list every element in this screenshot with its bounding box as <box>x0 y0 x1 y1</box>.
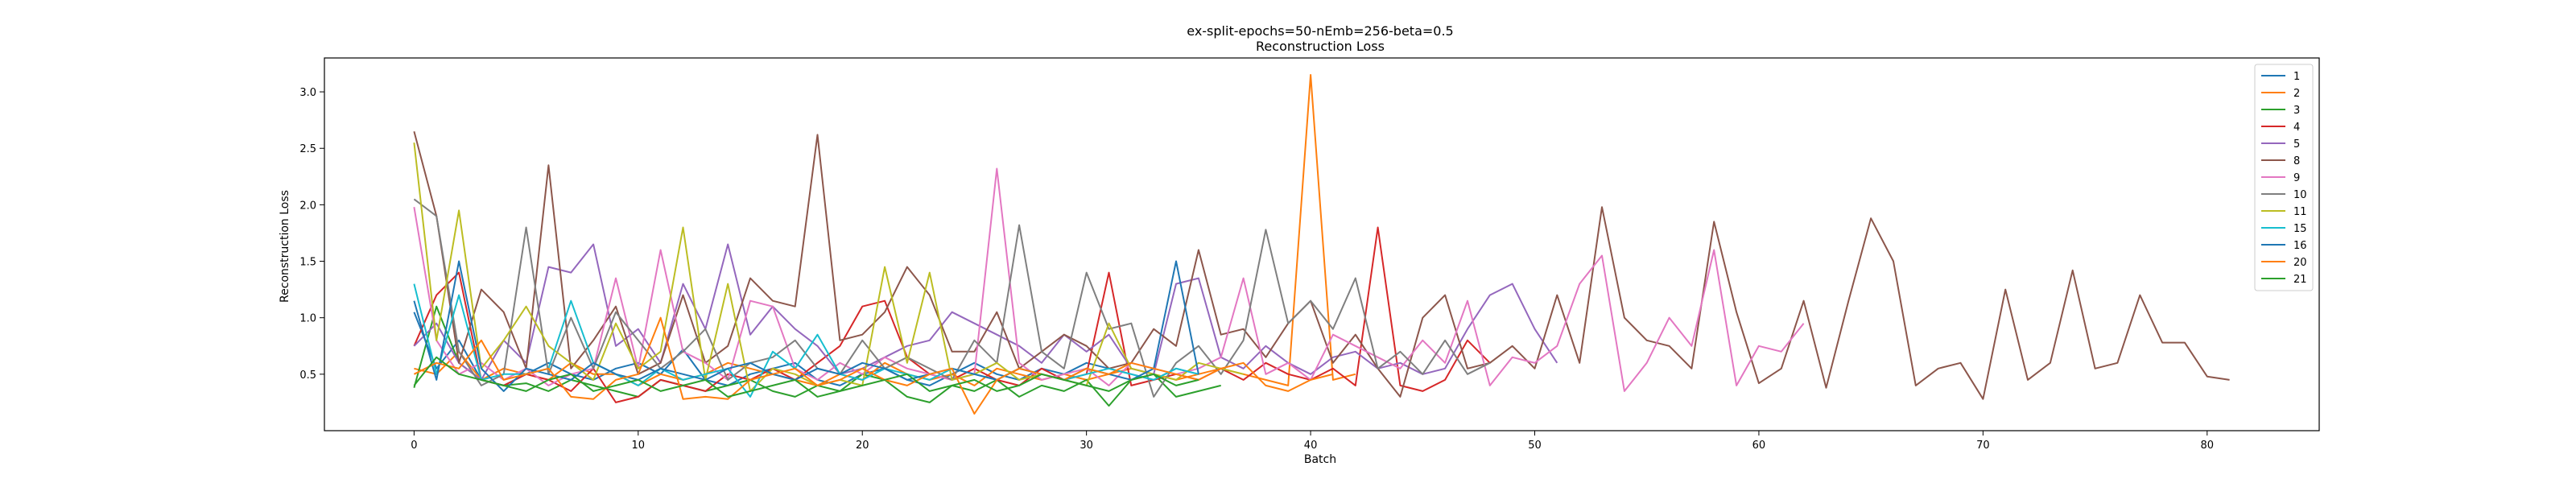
legend-label: 2 <box>2293 88 2300 100</box>
legend: 1 2 3 4 5 8 9 10 11 15 16 20 21 <box>2254 64 2314 291</box>
legend-label: 5 <box>2293 138 2300 151</box>
x-tick-label: 60 <box>1752 440 1766 452</box>
x-tick-label: 80 <box>2201 440 2215 452</box>
y-axis-label: Reconstruction Loss <box>279 190 291 303</box>
series-line-21 <box>413 356 1199 398</box>
x-tick-label: 10 <box>632 440 646 452</box>
y-tick-label: 0.5 <box>299 369 316 382</box>
chart-title: ex-split-epochs=50-nEmb=256-beta=0.5 <box>1187 23 1453 39</box>
series-lines <box>413 74 2230 415</box>
legend-label: 16 <box>2293 240 2307 252</box>
legend-label: 8 <box>2293 155 2300 167</box>
series-line-9 <box>413 167 1805 392</box>
x-axis-label: Batch <box>1304 453 1336 466</box>
legend-label: 11 <box>2293 206 2307 218</box>
legend-label: 10 <box>2293 189 2307 201</box>
y-tick-label: 3.0 <box>299 87 316 99</box>
y-tick-label: 2.5 <box>299 143 316 155</box>
y-tick-label: 1.0 <box>299 313 316 325</box>
legend-label: 4 <box>2293 122 2300 134</box>
x-tick-label: 40 <box>1304 440 1318 452</box>
x-tick-label: 70 <box>1976 440 1990 452</box>
y-tick-label: 2.0 <box>299 200 316 212</box>
chart-subtitle: Reconstruction Loss <box>1256 39 1385 54</box>
legend-label: 21 <box>2293 274 2307 286</box>
legend-label: 15 <box>2293 223 2307 235</box>
axis-ticks: 0 10 20 30 40 50 60 70 80 0.5 1.0 1.5 2.0 2.5 3.0 <box>299 87 2214 452</box>
legend-label: 1 <box>2293 71 2300 83</box>
legend-label: 20 <box>2293 257 2307 269</box>
x-tick-label: 0 <box>411 440 417 452</box>
y-tick-label: 1.5 <box>299 257 316 269</box>
plot-frame <box>324 57 2320 431</box>
series-line-5 <box>413 243 1558 381</box>
x-tick-label: 50 <box>1528 440 1542 452</box>
x-tick-label: 20 <box>856 440 869 452</box>
series-line-20 <box>413 316 1334 415</box>
x-tick-label: 30 <box>1080 440 1093 452</box>
legend-label: 9 <box>2293 172 2300 184</box>
legend-label: 3 <box>2293 105 2300 117</box>
